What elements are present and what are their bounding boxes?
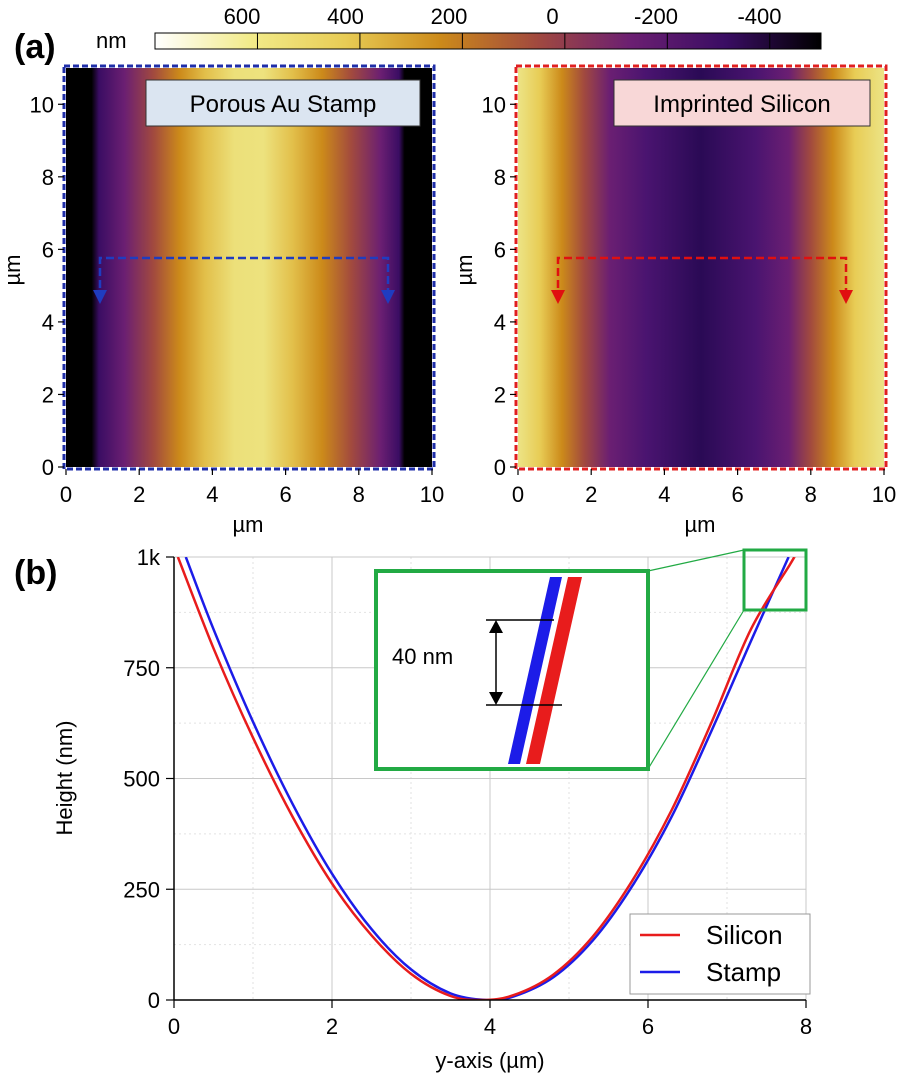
map-y-tick-label: 10 (30, 92, 54, 117)
silicon-title: Imprinted Silicon (653, 91, 830, 118)
map-y-tick-label: 2 (42, 382, 54, 407)
zoom-connector-top (647, 549, 745, 572)
map-y-tick-label: 8 (494, 165, 506, 190)
colorbar-unit: nm (96, 28, 127, 53)
map-x-tick-label: 2 (133, 482, 145, 507)
stamp-map-border (62, 64, 436, 471)
map-x-tick-label: 6 (279, 482, 291, 507)
afm-map-silicon: Imprinted Silicon 0 2 4 6 8 10 0 2 4 6 8 10 µm µm (452, 64, 896, 537)
silicon-arrow-right-icon (839, 290, 853, 304)
map-y-tick-label: 4 (494, 310, 506, 335)
stamp-title: Porous Au Stamp (190, 91, 377, 118)
colorbar-tick-label: 200 (431, 4, 468, 29)
silicon-ylabel: µm (452, 254, 477, 285)
x-tick-label: 0 (168, 1014, 180, 1039)
stamp-arrow-left-icon (93, 290, 107, 304)
colorbar-tick-label: 600 (224, 4, 261, 29)
line-chart: 0 2 4 6 8 0 250 500 750 1k y-axis (µm) Height (n… (52, 545, 812, 1073)
stamp-title-box (145, 79, 421, 127)
map-y-tick-label: 6 (42, 237, 54, 262)
legend-silicon-label: Silicon (706, 920, 783, 950)
stamp-profile-line (98, 256, 390, 300)
map-y-tick-label: 0 (494, 455, 506, 480)
inset-gap-mark (520, 576, 566, 765)
map-x-tick-label: 2 (585, 482, 597, 507)
map-y-tick-label: 4 (42, 310, 54, 335)
inset-arrow-up-icon (489, 620, 503, 633)
map-y-tick-label: 10 (482, 92, 506, 117)
legend-stamp-label: Stamp (706, 957, 781, 987)
x-tick-label: 2 (326, 1014, 338, 1039)
stamp-xlabel: µm (232, 512, 263, 537)
series-line-stamp (184, 557, 790, 1000)
colorbar: nm 600 400 200 0 -200 -400 (96, 4, 822, 53)
zoom-connector-bottom (647, 609, 745, 770)
inset-stamp-band (508, 577, 562, 764)
silicon-profile-line (556, 256, 848, 300)
stamp-map-image (66, 68, 432, 467)
y-tick-label: 250 (123, 877, 160, 902)
colorbar-tick-label: 0 (546, 4, 558, 29)
colorbar-gradient (154, 32, 822, 50)
inset-arrow-down-icon (489, 692, 503, 705)
map-x-tick-label: 8 (353, 482, 365, 507)
zoom-region-box (742, 548, 808, 612)
stamp-arrow-right-icon (381, 290, 395, 304)
map-y-tick-label: 8 (42, 165, 54, 190)
panel-a-label: (a) (14, 28, 56, 66)
silicon-title-box (613, 79, 871, 127)
x-tick-label: 4 (484, 1014, 496, 1039)
silicon-arrow-left-icon (551, 290, 565, 304)
legend-box (629, 913, 811, 995)
silicon-xlabel: µm (684, 512, 715, 537)
map-x-tick-label: 6 (731, 482, 743, 507)
panel-b-label: (b) (14, 554, 57, 592)
stamp-ylabel: µm (0, 254, 25, 285)
legend: Silicon Stamp (629, 913, 811, 995)
series-line-silicon (176, 557, 796, 1000)
silicon-map-border (514, 64, 888, 471)
silicon-map-image (518, 68, 884, 467)
inset-dimension-label: 40 nm (392, 644, 453, 669)
colorbar-tick-label: -200 (634, 4, 678, 29)
zoom-inset: 40 nm (374, 569, 650, 771)
x-axis-title: y-axis (µm) (435, 1048, 544, 1073)
map-x-tick-label: 0 (512, 482, 524, 507)
map-x-tick-label: 0 (60, 482, 72, 507)
afm-map-stamp: Porous Au Stamp 0 2 4 6 8 10 0 2 4 6 8 10 µm µm (0, 64, 444, 537)
map-x-tick-label: 4 (206, 482, 218, 507)
x-tick-label: 6 (642, 1014, 654, 1039)
y-tick-label: 0 (148, 988, 160, 1013)
map-y-tick-label: 2 (494, 382, 506, 407)
y-tick-label: 500 (123, 767, 160, 792)
map-y-tick-label: 6 (494, 237, 506, 262)
map-y-tick-label: 0 (42, 455, 54, 480)
map-x-tick-label: 4 (658, 482, 670, 507)
y-tick-label: 1k (137, 545, 161, 570)
colorbar-tick-label: 400 (327, 4, 364, 29)
y-axis-title: Height (nm) (52, 721, 77, 836)
inset-silicon-band (526, 577, 582, 764)
inset-frame (374, 569, 650, 771)
colorbar-tick-label: -400 (737, 4, 781, 29)
map-x-tick-label: 10 (420, 482, 444, 507)
map-x-tick-label: 8 (805, 482, 817, 507)
x-tick-label: 8 (800, 1014, 812, 1039)
map-x-tick-label: 10 (872, 482, 896, 507)
y-tick-label: 750 (123, 656, 160, 681)
